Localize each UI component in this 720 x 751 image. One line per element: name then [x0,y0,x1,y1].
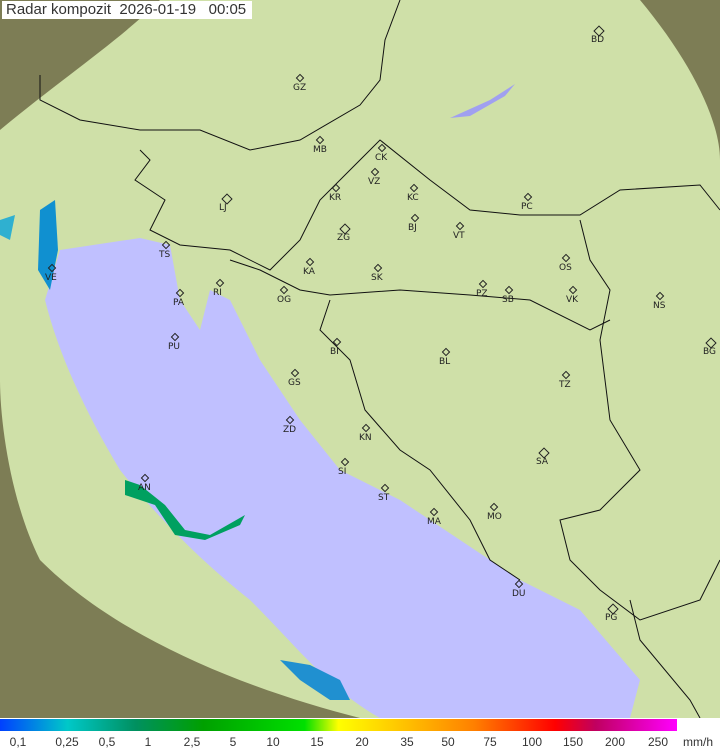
legend-unit: mm/h [683,735,713,749]
radar-map [0,0,720,718]
borders [39,0,720,718]
city-label: VZ [368,177,381,187]
legend-tick: 20 [355,735,369,749]
legend-tick: 250 [647,735,669,749]
radar-echoes [0,200,350,700]
city-label: VT [453,231,465,241]
legend-tick: 100 [521,735,543,749]
city-label: TS [159,250,171,260]
legend-tick: 35 [400,735,414,749]
city-label: PG [605,613,618,623]
legend-tick: 0,25 [55,735,79,749]
precipitation-color-scale [0,719,677,731]
city-label: SI [338,467,347,477]
city-label: SB [502,295,514,305]
city-label: OS [559,263,572,273]
radar-coverage-land [0,0,720,718]
city-label: VK [566,295,579,305]
city-label: ST [378,493,390,503]
map-title: Radar kompozit 2026-01-19 00:05 [2,1,253,19]
city-label: ZD [283,425,297,435]
city-label: PC [521,202,533,212]
city-label: BJ [408,223,417,233]
sea [45,238,640,718]
legend-tick: 150 [562,735,584,749]
city-label: PA [173,298,185,308]
city-label: SK [371,273,383,283]
city-label: GZ [293,83,307,93]
legend-tick: 10 [266,735,280,749]
legend-tick: 0,5 [98,735,116,749]
city-label: CK [375,153,388,163]
city-label: MO [487,512,502,522]
city-label: BL [439,357,451,367]
legend-tick: 1 [144,735,152,749]
city-label: OG [277,295,292,305]
legend-tick: 2,5 [183,735,201,749]
city-label: RI [213,288,222,298]
legend-tick: 5 [229,735,237,749]
city-label: BI [330,347,339,357]
city-label: MB [313,145,327,155]
city-label: KN [359,433,372,443]
city-label: ZG [337,233,351,243]
city-label: DU [512,589,526,599]
city-label: PZ [476,289,488,299]
legend-tick: 75 [483,735,497,749]
legend-tick: 15 [310,735,324,749]
city-label: KA [303,267,315,277]
legend-tick: 200 [604,735,626,749]
legend-tick: 0,1 [9,735,27,749]
city-label: VE [45,273,57,283]
city-label: PU [168,342,181,352]
city-label: BG [703,347,716,357]
city-label: BD [591,35,605,45]
city-label: AN [138,483,151,493]
city-label: TZ [559,380,571,390]
city-label: KR [329,193,342,203]
legend-tick: 50 [441,735,455,749]
city-label: MA [427,517,441,527]
city-label: KC [407,193,419,203]
city-label: GS [288,378,301,388]
city-label: NS [653,301,666,311]
city-label: SA [536,457,549,467]
city-label: LJ [219,203,227,213]
